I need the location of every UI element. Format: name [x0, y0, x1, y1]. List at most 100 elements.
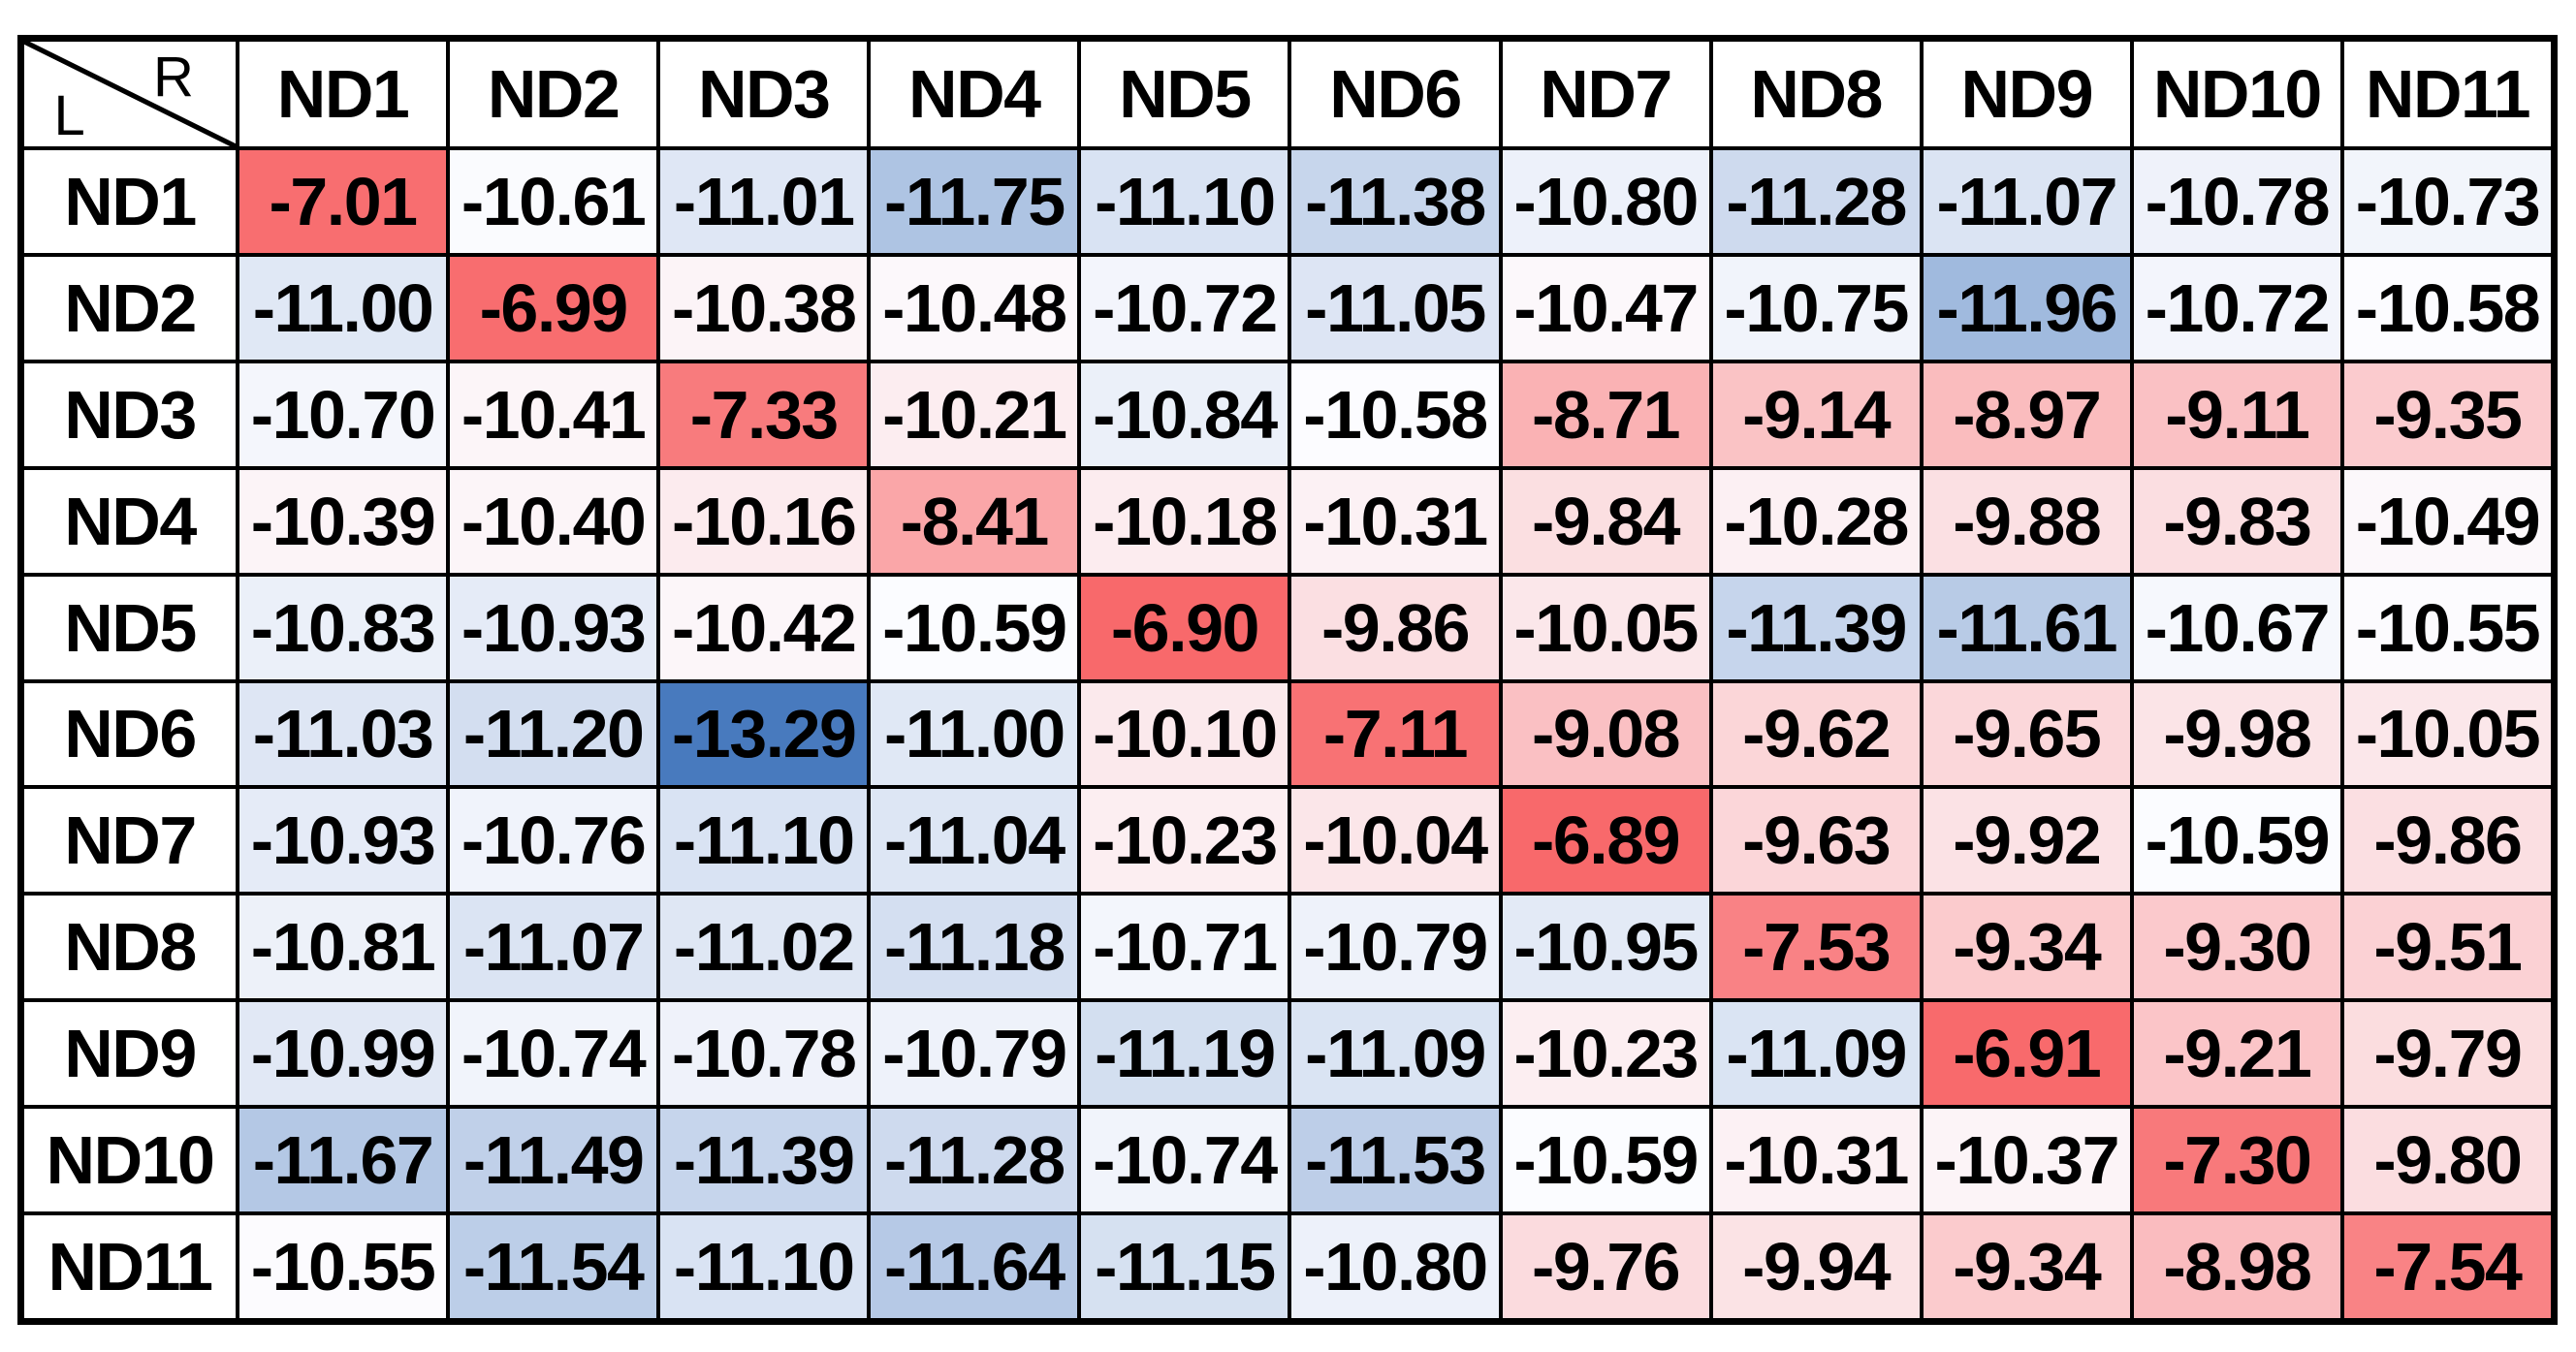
heatmap-cell-nd6-nd4: -11.00	[869, 680, 1080, 788]
column-header-nd3: ND3	[658, 40, 870, 148]
heatmap-cell-nd3-nd1: -10.70	[238, 361, 449, 468]
heatmap-cell-nd7-nd9: -9.92	[1921, 787, 2132, 895]
heatmap-cell-nd9-nd1: -10.99	[238, 1000, 449, 1108]
heatmap-cell-nd4-nd3: -10.16	[658, 467, 870, 575]
column-header-nd7: ND7	[1500, 40, 1711, 148]
column-header-nd4: ND4	[869, 40, 1080, 148]
heatmap-cell-nd1-nd8: -11.28	[1710, 148, 1922, 255]
heatmap-cell-nd2-nd5: -10.72	[1079, 254, 1290, 362]
heatmap-cell-nd11-nd2: -11.54	[448, 1213, 659, 1320]
heatmap-cell-nd1-nd3: -11.01	[658, 148, 870, 255]
heatmap-cell-nd10-nd2: -11.49	[448, 1107, 659, 1214]
heatmap-cell-nd1-nd10: -10.78	[2131, 148, 2342, 255]
heatmap-cell-nd7-nd6: -10.04	[1289, 787, 1501, 895]
heatmap-cell-nd8-nd6: -10.79	[1289, 894, 1501, 1001]
heatmap-cell-nd11-nd5: -11.15	[1079, 1213, 1290, 1320]
heatmap-cell-nd4-nd8: -10.28	[1710, 467, 1922, 575]
column-header-nd10: ND10	[2131, 40, 2342, 148]
heatmap-cell-nd7-nd4: -11.04	[869, 787, 1080, 895]
heatmap-cell-nd3-nd2: -10.41	[448, 361, 659, 468]
heatmap-cell-nd8-nd4: -11.18	[869, 894, 1080, 1001]
heatmap-cell-nd5-nd8: -11.39	[1710, 574, 1922, 681]
heatmap-cell-nd3-nd5: -10.84	[1079, 361, 1290, 468]
heatmap-table: R L ND1 ND2 ND3 ND4 ND5 ND6 ND7 ND8 ND9 ND10 ND11 N…	[17, 35, 2558, 1325]
row-header-nd11: ND11	[22, 1213, 238, 1320]
heatmap-cell-nd4-nd6: -10.31	[1289, 467, 1501, 575]
heatmap-cell-nd9-nd3: -10.78	[658, 1000, 870, 1108]
row-header-nd5: ND5	[22, 574, 238, 681]
corner-label-right: R	[152, 45, 194, 109]
heatmap-cell-nd5-nd10: -10.67	[2131, 574, 2342, 681]
heatmap-cell-nd8-nd5: -10.71	[1079, 894, 1290, 1001]
heatmap-cell-nd9-nd10: -9.21	[2131, 1000, 2342, 1108]
heatmap-cell-nd3-nd9: -8.97	[1921, 361, 2132, 468]
heatmap-cell-nd10-nd7: -10.59	[1500, 1107, 1711, 1214]
heatmap-cell-nd3-nd4: -10.21	[869, 361, 1080, 468]
heatmap-cell-nd6-nd10: -9.98	[2131, 680, 2342, 788]
heatmap-cell-nd5-nd7: -10.05	[1500, 574, 1711, 681]
heatmap-cell-nd3-nd10: -9.11	[2131, 361, 2342, 468]
heatmap-cell-nd10-nd5: -10.74	[1079, 1107, 1290, 1214]
heatmap-cell-nd6-nd7: -9.08	[1500, 680, 1711, 788]
heatmap-cell-nd8-nd10: -9.30	[2131, 894, 2342, 1001]
column-header-nd6: ND6	[1289, 40, 1501, 148]
heatmap-cell-nd8-nd11: -9.51	[2341, 894, 2553, 1001]
heatmap-cell-nd8-nd9: -9.34	[1921, 894, 2132, 1001]
column-header-nd11: ND11	[2341, 40, 2553, 148]
heatmap-cell-nd10-nd4: -11.28	[869, 1107, 1080, 1214]
heatmap-cell-nd8-nd1: -10.81	[238, 894, 449, 1001]
heatmap-cell-nd10-nd6: -11.53	[1289, 1107, 1501, 1214]
heatmap-cell-nd11-nd3: -11.10	[658, 1213, 870, 1320]
heatmap-cell-nd8-nd2: -11.07	[448, 894, 659, 1001]
heatmap-cell-nd2-nd11: -10.58	[2341, 254, 2553, 362]
heatmap-cell-nd7-nd11: -9.86	[2341, 787, 2553, 895]
heatmap-cell-nd7-nd1: -10.93	[238, 787, 449, 895]
heatmap-cell-nd2-nd10: -10.72	[2131, 254, 2342, 362]
heatmap-cell-nd5-nd9: -11.61	[1921, 574, 2132, 681]
heatmap-cell-nd1-nd1: -7.01	[238, 148, 449, 255]
heatmap-cell-nd2-nd6: -11.05	[1289, 254, 1501, 362]
heatmap-cell-nd11-nd1: -10.55	[238, 1213, 449, 1320]
heatmap-cell-nd6-nd8: -9.62	[1710, 680, 1922, 788]
corner-cell: R L	[22, 40, 238, 148]
heatmap-cell-nd2-nd1: -11.00	[238, 254, 449, 362]
heatmap-cell-nd9-nd8: -11.09	[1710, 1000, 1922, 1108]
heatmap-cell-nd6-nd1: -11.03	[238, 680, 449, 788]
heatmap-cell-nd10-nd10: -7.30	[2131, 1107, 2342, 1214]
heatmap-cell-nd10-nd9: -10.37	[1921, 1107, 2132, 1214]
heatmap-cell-nd4-nd1: -10.39	[238, 467, 449, 575]
heatmap-cell-nd10-nd1: -11.67	[238, 1107, 449, 1214]
heatmap-cell-nd6-nd9: -9.65	[1921, 680, 2132, 788]
heatmap-cell-nd1-nd11: -10.73	[2341, 148, 2553, 255]
heatmap-cell-nd2-nd2: -6.99	[448, 254, 659, 362]
heatmap-cell-nd11-nd10: -8.98	[2131, 1213, 2342, 1320]
heatmap-cell-nd11-nd8: -9.94	[1710, 1213, 1922, 1320]
row-header-nd1: ND1	[22, 148, 238, 255]
row-header-nd6: ND6	[22, 680, 238, 788]
heatmap-cell-nd9-nd6: -11.09	[1289, 1000, 1501, 1108]
heatmap-cell-nd3-nd3: -7.33	[658, 361, 870, 468]
row-header-nd9: ND9	[22, 1000, 238, 1108]
column-header-nd1: ND1	[238, 40, 449, 148]
heatmap-cell-nd2-nd8: -10.75	[1710, 254, 1922, 362]
heatmap-cell-nd2-nd3: -10.38	[658, 254, 870, 362]
heatmap-cell-nd11-nd11: -7.54	[2341, 1213, 2553, 1320]
heatmap-cell-nd2-nd9: -11.96	[1921, 254, 2132, 362]
row-header-nd2: ND2	[22, 254, 238, 362]
heatmap-cell-nd2-nd4: -10.48	[869, 254, 1080, 362]
corner-label-left: L	[53, 83, 85, 147]
heatmap-cell-nd4-nd9: -9.88	[1921, 467, 2132, 575]
heatmap-cell-nd5-nd1: -10.83	[238, 574, 449, 681]
heatmap-cell-nd5-nd2: -10.93	[448, 574, 659, 681]
column-header-nd2: ND2	[448, 40, 659, 148]
heatmap-cell-nd4-nd2: -10.40	[448, 467, 659, 575]
heatmap-cell-nd7-nd8: -9.63	[1710, 787, 1922, 895]
heatmap-cell-nd11-nd9: -9.34	[1921, 1213, 2132, 1320]
heatmap-cell-nd6-nd3: -13.29	[658, 680, 870, 788]
row-header-nd4: ND4	[22, 467, 238, 575]
heatmap-cell-nd8-nd7: -10.95	[1500, 894, 1711, 1001]
heatmap-cell-nd5-nd11: -10.55	[2341, 574, 2553, 681]
heatmap-cell-nd1-nd4: -11.75	[869, 148, 1080, 255]
heatmap-cell-nd8-nd8: -7.53	[1710, 894, 1922, 1001]
heatmap-cell-nd6-nd2: -11.20	[448, 680, 659, 788]
